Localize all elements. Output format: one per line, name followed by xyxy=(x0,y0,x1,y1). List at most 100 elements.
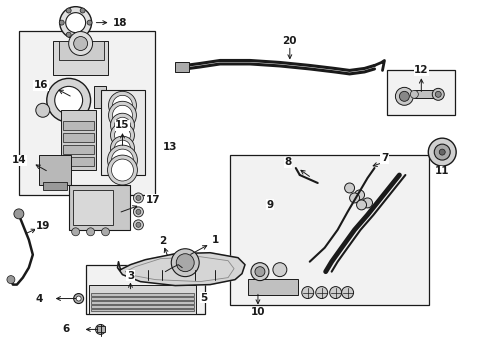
Circle shape xyxy=(354,190,364,200)
Circle shape xyxy=(74,293,83,303)
Bar xyxy=(62,133,93,142)
Circle shape xyxy=(68,32,92,55)
Bar xyxy=(59,41,103,60)
Text: 11: 11 xyxy=(434,166,448,176)
Circle shape xyxy=(47,78,90,122)
Text: 2: 2 xyxy=(159,236,165,246)
Bar xyxy=(73,190,112,225)
Bar xyxy=(413,90,437,98)
Circle shape xyxy=(362,198,372,208)
Circle shape xyxy=(433,144,449,160)
Circle shape xyxy=(102,228,109,236)
Circle shape xyxy=(112,105,132,125)
Bar xyxy=(62,121,93,130)
Circle shape xyxy=(176,254,194,272)
Circle shape xyxy=(110,123,134,147)
Text: 17: 17 xyxy=(145,195,160,205)
Circle shape xyxy=(438,149,444,155)
Circle shape xyxy=(110,136,134,160)
Circle shape xyxy=(409,90,417,98)
Text: 7: 7 xyxy=(380,153,387,163)
Text: 1: 1 xyxy=(211,235,218,245)
Circle shape xyxy=(272,263,286,276)
Bar xyxy=(90,305,194,307)
Circle shape xyxy=(66,8,71,13)
Circle shape xyxy=(95,324,105,334)
Circle shape xyxy=(86,228,94,236)
Circle shape xyxy=(36,103,50,117)
Bar xyxy=(53,41,107,75)
Bar xyxy=(90,293,194,296)
Text: 10: 10 xyxy=(250,307,264,318)
Polygon shape xyxy=(117,253,244,285)
Bar xyxy=(96,327,104,332)
Bar xyxy=(101,90,145,175)
Circle shape xyxy=(315,287,327,298)
Circle shape xyxy=(111,159,133,181)
Circle shape xyxy=(80,8,85,13)
Circle shape xyxy=(133,193,143,203)
Bar xyxy=(247,279,297,294)
Circle shape xyxy=(434,91,440,97)
Text: 8: 8 xyxy=(284,157,291,167)
Bar xyxy=(90,309,194,311)
Circle shape xyxy=(171,249,199,276)
Circle shape xyxy=(60,7,91,39)
Bar xyxy=(62,145,93,154)
Bar xyxy=(42,182,66,190)
Circle shape xyxy=(72,228,80,236)
Circle shape xyxy=(112,95,132,115)
Text: 4: 4 xyxy=(35,293,42,303)
Circle shape xyxy=(65,13,85,32)
Text: 14: 14 xyxy=(12,155,26,165)
Circle shape xyxy=(344,183,354,193)
Text: 16: 16 xyxy=(34,80,48,90)
Circle shape xyxy=(59,20,64,25)
Circle shape xyxy=(427,138,455,166)
Circle shape xyxy=(87,20,92,25)
Circle shape xyxy=(349,193,359,203)
Circle shape xyxy=(108,101,136,129)
Bar xyxy=(229,155,428,305)
Text: 9: 9 xyxy=(266,200,273,210)
Circle shape xyxy=(107,145,137,175)
Bar xyxy=(175,62,189,72)
Bar xyxy=(19,31,155,195)
Circle shape xyxy=(110,113,134,137)
Text: 12: 12 xyxy=(413,66,427,76)
Circle shape xyxy=(301,287,313,298)
Circle shape xyxy=(14,209,24,219)
Circle shape xyxy=(136,195,141,201)
Circle shape xyxy=(114,140,130,156)
Circle shape xyxy=(80,32,85,37)
Text: 15: 15 xyxy=(115,120,129,130)
Circle shape xyxy=(250,263,268,280)
Bar xyxy=(93,86,105,108)
Circle shape xyxy=(114,127,130,143)
Text: 5: 5 xyxy=(200,293,207,302)
Text: 19: 19 xyxy=(36,221,50,231)
Circle shape xyxy=(341,287,353,298)
Circle shape xyxy=(7,276,15,284)
Circle shape xyxy=(136,222,141,227)
Circle shape xyxy=(356,200,366,210)
Circle shape xyxy=(133,220,143,230)
Text: 3: 3 xyxy=(126,271,134,281)
Bar xyxy=(61,110,95,170)
Text: 6: 6 xyxy=(62,324,69,334)
Text: 18: 18 xyxy=(112,18,127,28)
Circle shape xyxy=(111,149,133,171)
Bar xyxy=(68,185,130,230)
Text: 20: 20 xyxy=(282,36,297,46)
Circle shape xyxy=(395,87,412,105)
Circle shape xyxy=(107,155,137,185)
Bar xyxy=(39,155,71,185)
Circle shape xyxy=(329,287,341,298)
Circle shape xyxy=(431,88,443,100)
Circle shape xyxy=(114,117,130,133)
Circle shape xyxy=(399,91,408,101)
Circle shape xyxy=(108,91,136,119)
Bar xyxy=(85,265,205,315)
Bar xyxy=(62,157,93,166)
Bar xyxy=(386,71,454,115)
